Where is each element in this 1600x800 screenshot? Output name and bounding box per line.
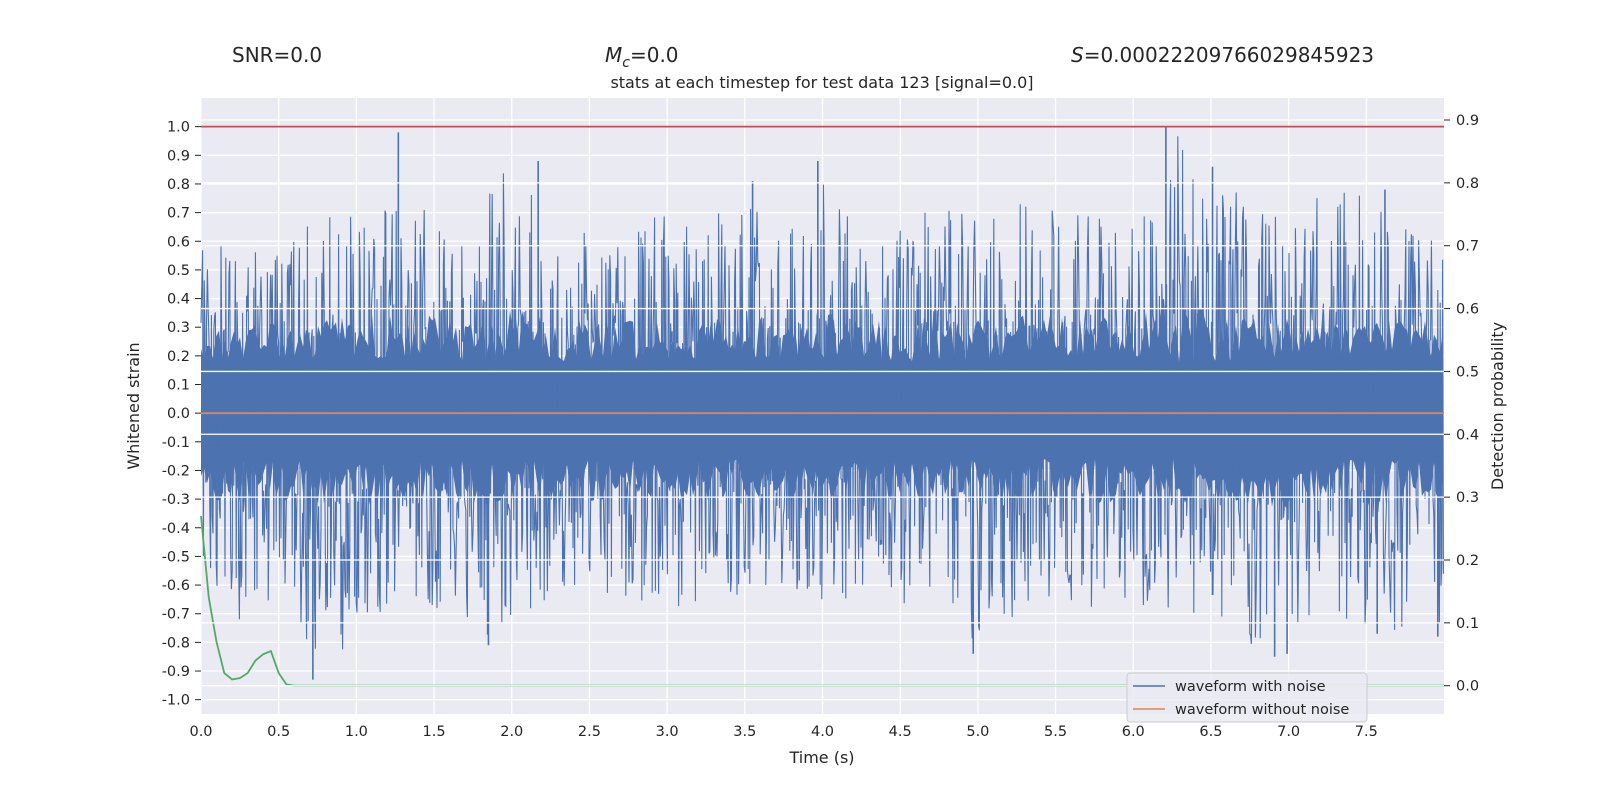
y-tick-label: -0.4 <box>162 521 190 537</box>
s-statistic-label: S=0.00022209766029845923 <box>1071 43 1374 67</box>
y-tick-label: -0.2 <box>162 463 190 479</box>
chart-title: stats at each timestep for test data 123… <box>610 73 1033 92</box>
y-axis-label: Whitened strain <box>124 342 143 469</box>
chirp-mass-label: Mc=0.0 <box>605 43 679 71</box>
y-tick-label: 0.3 <box>167 320 190 336</box>
x-tick-label: 1.5 <box>423 724 446 740</box>
x-tick-label: 2.0 <box>500 724 523 740</box>
chirp-mass-symbol: M <box>605 43 622 67</box>
y-axis-label-right: Detection probability <box>1488 322 1507 490</box>
y-right-tick-label: 0.7 <box>1456 239 1479 255</box>
y-right-tick-label: 0.9 <box>1456 113 1479 129</box>
s-statistic-symbol: S <box>1071 43 1084 67</box>
x-axis-label: Time (s) <box>788 748 854 767</box>
y-tick-label: 0.4 <box>167 292 190 308</box>
x-tick-label: 6.5 <box>1199 724 1222 740</box>
y-right-tick-label: 0.4 <box>1456 427 1479 443</box>
y-tick-label: 0.2 <box>167 349 190 365</box>
y-tick-label: 0.0 <box>167 406 190 422</box>
y-right-tick-label: 0.6 <box>1456 302 1479 318</box>
grid-overlay <box>201 119 1444 687</box>
y-tick-label: -1.0 <box>162 693 190 709</box>
x-tick-label: 2.5 <box>578 724 601 740</box>
y-tick-label: 0.7 <box>167 206 190 222</box>
legend: waveform with noise waveform without noi… <box>1126 672 1368 723</box>
x-tick-label: 0.0 <box>189 724 212 740</box>
y-right-tick-label: 0.2 <box>1456 553 1479 569</box>
x-ticks: 0.0 0.5 1.0 1.5 2.0 2.5 3.0 3.5 4.0 4.5 5.0 5.5 6.0 6… <box>189 724 1377 740</box>
y-right-tick-label: 0.5 <box>1456 364 1479 380</box>
y-tick-label: -0.7 <box>162 607 190 623</box>
y-tick-label: -0.3 <box>162 492 190 508</box>
x-tick-label: 6.0 <box>1122 724 1145 740</box>
y-right-tick-label: 0.0 <box>1456 679 1479 695</box>
y-tick-label: -0.1 <box>162 435 190 451</box>
legend-label-noise: waveform with noise <box>1175 679 1326 695</box>
y-tick-label: -0.6 <box>162 578 190 594</box>
x-tick-label: 0.5 <box>267 724 290 740</box>
y-right-tick-label: 0.1 <box>1456 616 1479 632</box>
y-tick-label: 0.5 <box>167 263 190 279</box>
snr-label: SNR=0.0 <box>232 43 322 67</box>
s-statistic-value: =0.00022209766029845923 <box>1084 43 1374 67</box>
y-ticks-right: 0.9 0.8 0.7 0.6 0.5 0.4 0.3 0.2 0.1 0.0 <box>1444 113 1479 695</box>
y-tick-label: -0.8 <box>162 635 190 651</box>
y-tick-label: 1.0 <box>167 120 190 136</box>
y-tick-label: -0.5 <box>162 549 190 565</box>
y-tick-label: 0.1 <box>167 378 190 394</box>
y-tick-label: 0.8 <box>167 177 190 193</box>
x-tick-label: 3.5 <box>733 724 756 740</box>
x-tick-label: 7.0 <box>1277 724 1300 740</box>
chirp-mass-value: =0.0 <box>630 43 679 67</box>
series-noise-line <box>200 136 1444 650</box>
legend-box <box>1126 672 1368 723</box>
chirp-mass-subscript: c <box>622 55 630 71</box>
x-tick-label: 4.0 <box>811 724 834 740</box>
y-tick-label: 0.9 <box>167 148 190 164</box>
x-tick-label: 1.0 <box>345 724 368 740</box>
y-tick-label: 0.6 <box>167 234 190 250</box>
x-tick-label: 7.5 <box>1355 724 1378 740</box>
x-tick-label: 3.0 <box>656 724 679 740</box>
y-right-tick-label: 0.3 <box>1456 490 1479 506</box>
y-tick-label: -0.9 <box>162 664 190 680</box>
y-right-tick-label: 0.8 <box>1456 176 1479 192</box>
x-tick-label: 4.5 <box>889 724 912 740</box>
x-tick-label: 5.5 <box>1044 724 1067 740</box>
x-tick-label: 5.0 <box>966 724 989 740</box>
y-ticks-left: 1.0 0.9 0.8 0.7 0.6 0.5 0.4 0.3 0.2 0.1 0.0 -0.1 -0.… <box>162 120 201 709</box>
legend-label-clean: waveform without noise <box>1175 702 1349 718</box>
